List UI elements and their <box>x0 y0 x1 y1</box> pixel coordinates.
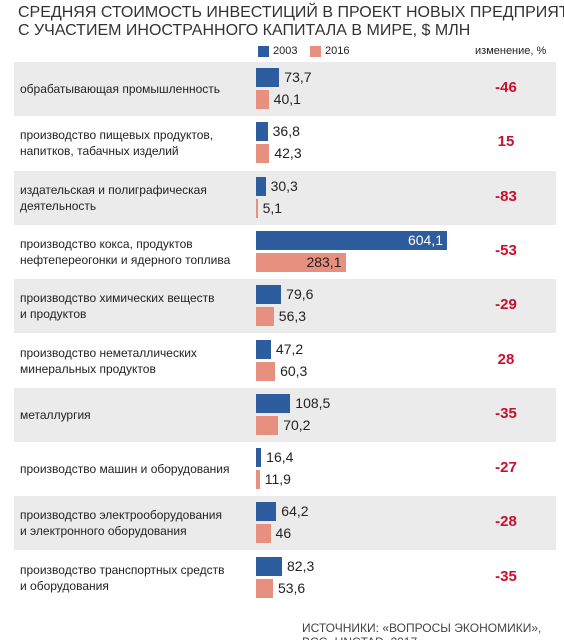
value-label: 47,2 <box>275 340 304 357</box>
value-label: 53,6 <box>277 579 306 596</box>
category-label: производство кокса, продуктов нефтеперео… <box>20 236 231 267</box>
source: ИСТОЧНИКИ: «ВОПРОСЫ ЭКОНОМИКИ», BCG, UNC… <box>302 621 542 640</box>
category-label: производство машин и оборудования <box>20 462 230 477</box>
change-value: -83 <box>495 187 517 205</box>
category-label: обрабатывающая промышленность <box>20 82 221 96</box>
value-label: 30,3 <box>270 177 298 194</box>
bar <box>256 415 279 435</box>
change-value: 15 <box>497 133 515 151</box>
bar <box>256 122 268 142</box>
value-label: 60,3 <box>280 362 308 379</box>
value-label: 36,8 <box>272 123 300 140</box>
change-value: -27 <box>495 459 517 477</box>
row-background <box>14 170 556 225</box>
category-label: производство неметаллических минеральных… <box>20 345 197 376</box>
change-header: изменение, % <box>475 45 547 57</box>
bar <box>256 90 269 109</box>
category-label: производство транспортных средств и обор… <box>20 562 225 593</box>
legend-swatch <box>258 46 269 57</box>
bar <box>256 502 277 522</box>
chart-title: С УЧАСТИЕМ ИНОСТРАННОГО КАПИТАЛА В МИРЕ,… <box>18 22 471 39</box>
value-label: 46 <box>275 525 292 542</box>
value-label: 56,3 <box>278 308 307 325</box>
bar <box>256 448 262 468</box>
bar <box>256 307 274 327</box>
bar <box>256 230 447 250</box>
row-background <box>14 496 556 551</box>
value-label: 11,9 <box>264 471 291 488</box>
bar <box>256 524 271 544</box>
bar <box>256 556 283 576</box>
bar <box>256 68 280 87</box>
bar <box>256 176 266 196</box>
value-label: 64,2 <box>281 503 309 520</box>
value-label: 16,4 <box>266 449 294 466</box>
change-value: -29 <box>495 296 517 314</box>
change-value: -35 <box>495 404 517 422</box>
change-value: -28 <box>495 513 517 531</box>
value-label: 5,1 <box>262 199 283 216</box>
bar <box>256 470 260 490</box>
value-label: 108,5 <box>295 394 331 411</box>
bar <box>256 339 271 359</box>
value-label: 40,1 <box>273 91 301 107</box>
change-value: 28 <box>497 350 515 368</box>
bar <box>256 198 258 218</box>
value-label: 283,1 <box>306 253 342 270</box>
bar <box>256 393 291 413</box>
change-value: -35 <box>495 567 517 585</box>
bar <box>256 285 282 305</box>
category-label: металлургия <box>20 407 91 422</box>
legend-label: 2003 <box>273 45 298 57</box>
bar <box>256 144 270 164</box>
value-label: 79,6 <box>286 286 314 303</box>
category-label: производство пищевых продуктов, напитков… <box>20 128 214 159</box>
value-label: 82,3 <box>287 557 315 574</box>
change-value: -53 <box>495 241 517 259</box>
bar <box>256 578 273 598</box>
category-label: производство химических веществ и продук… <box>20 291 215 322</box>
row-background <box>14 62 556 116</box>
row-background <box>14 279 556 334</box>
change-value: -46 <box>495 79 517 96</box>
chart-title: СРЕДНЯЯ СТОИМОСТЬ ИНВЕСТИЦИЙ В ПРОЕКТ НО… <box>18 4 564 21</box>
value-label: 42,3 <box>274 145 302 162</box>
category-label: производство электрооборудования и элект… <box>20 508 222 539</box>
bar <box>256 252 346 272</box>
legend-label: 2016 <box>325 45 350 57</box>
value-label: 70,2 <box>283 416 311 433</box>
category-label: издательская и полиграфическая деятельно… <box>20 182 207 213</box>
value-label: 73,7 <box>284 69 312 85</box>
bar <box>256 361 276 381</box>
value-label: 604,1 <box>407 231 443 248</box>
legend-swatch <box>310 46 321 57</box>
